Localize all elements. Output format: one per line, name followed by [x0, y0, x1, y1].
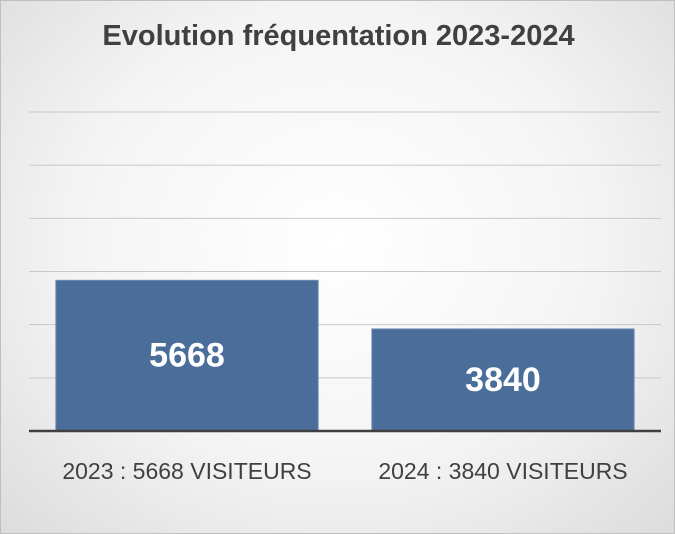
data-label: 5668 — [149, 337, 225, 375]
x-tick-label: 2023 : 5668 VISITEURS — [62, 458, 311, 484]
bar — [371, 328, 635, 432]
chart-title: Evolution fréquentation 2023-2024 — [102, 20, 575, 52]
data-label: 3840 — [465, 361, 541, 399]
x-tick-label: 2024 : 3840 VISITEURS — [378, 458, 627, 484]
bar — [55, 279, 319, 432]
